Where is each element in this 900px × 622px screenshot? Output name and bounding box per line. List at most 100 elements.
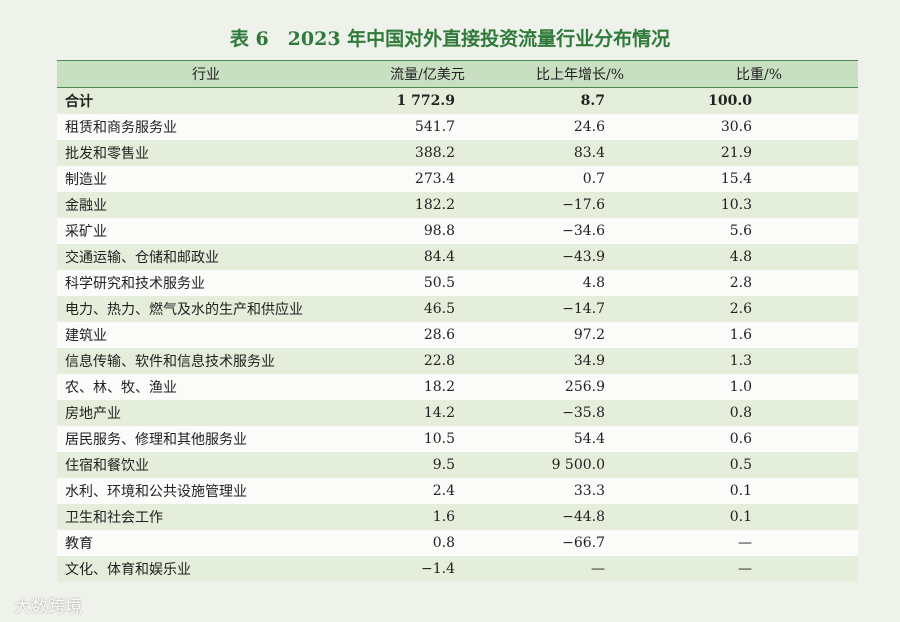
table-cell: — [500, 556, 660, 582]
table-cell: 科学研究和技术服务业 [57, 270, 355, 296]
table-row: 交通运输、仓储和邮政业 84.4 −43.9 4.8 [57, 244, 858, 270]
table-cell: 50.5 [355, 270, 500, 296]
table-cell: −35.8 [500, 400, 660, 426]
table-row: 合计 1 772.9 8.7 100.0 [57, 87, 858, 114]
table-cell: 居民服务、修理和其他服务业 [57, 426, 355, 452]
watermark: 大数跨境 [14, 597, 82, 617]
table-cell: 0.1 [660, 478, 858, 504]
table-cell: 21.9 [660, 140, 858, 166]
table-cell: 5.6 [660, 218, 858, 244]
table-cell: 22.8 [355, 348, 500, 374]
table-cell: 采矿业 [57, 218, 355, 244]
table-cell: 34.9 [500, 348, 660, 374]
table-cell: 教育 [57, 530, 355, 556]
table-cell: 10.5 [355, 426, 500, 452]
table-cell: 农、林、牧、渔业 [57, 374, 355, 400]
table-cell: 信息传输、软件和信息技术服务业 [57, 348, 355, 374]
table-cell: 批发和零售业 [57, 140, 355, 166]
table-row: 建筑业 28.6 97.2 1.6 [57, 322, 858, 348]
table-cell: −17.6 [500, 192, 660, 218]
table-cell: 14.2 [355, 400, 500, 426]
table-cell: 2.4 [355, 478, 500, 504]
table-cell: 建筑业 [57, 322, 355, 348]
table-cell: 房地产业 [57, 400, 355, 426]
table-cell: 交通运输、仓储和邮政业 [57, 244, 355, 270]
table-cell: 0.8 [660, 400, 858, 426]
table-cell: 卫生和社会工作 [57, 504, 355, 530]
table-cell: 30.6 [660, 114, 858, 140]
header-cell: 比上年增长/% [500, 60, 660, 88]
header-cell: 行业 [57, 60, 355, 88]
table-cell: 8.7 [500, 87, 660, 114]
table-cell: 租赁和商务服务业 [57, 114, 355, 140]
table-row: 电力、热力、燃气及水的生产和供应业 46.5 −14.7 2.6 [57, 296, 858, 322]
table-cell: 金融业 [57, 192, 355, 218]
header-cell: 流量/亿美元 [355, 60, 500, 88]
table-row: 居民服务、修理和其他服务业 10.5 54.4 0.6 [57, 426, 858, 452]
table-cell: 15.4 [660, 166, 858, 192]
table-cell: 1.3 [660, 348, 858, 374]
table-row: 住宿和餐饮业 9.5 9 500.0 0.5 [57, 452, 858, 478]
table-cell: 0.5 [660, 452, 858, 478]
table-row: 农、林、牧、渔业 18.2 256.9 1.0 [57, 374, 858, 400]
table-cell: 84.4 [355, 244, 500, 270]
table-cell: −66.7 [500, 530, 660, 556]
table-cell: −1.4 [355, 556, 500, 582]
table-row: 租赁和商务服务业 541.7 24.6 30.6 [57, 114, 858, 140]
table-cell: — [660, 530, 858, 556]
table-row: 房地产业 14.2 −35.8 0.8 [57, 400, 858, 426]
table-cell: 0.7 [500, 166, 660, 192]
table-cell: — [660, 556, 858, 582]
data-table: 行业 流量/亿美元 比上年增长/% 比重/% 合计 1 772.9 8.7 100.0 租赁和… [57, 60, 858, 582]
table-cell: 住宿和餐饮业 [57, 452, 355, 478]
header-row: 行业 流量/亿美元 比上年增长/% 比重/% [57, 60, 858, 88]
table-row: 金融业 182.2 −17.6 10.3 [57, 192, 858, 218]
table-cell: 97.2 [500, 322, 660, 348]
table-cell: 1.6 [660, 322, 858, 348]
table-row: 卫生和社会工作 1.6 −44.8 0.1 [57, 504, 858, 530]
table-row: 教育 0.8 −66.7— [57, 530, 858, 556]
table-cell: 9.5 [355, 452, 500, 478]
table-cell: 28.6 [355, 322, 500, 348]
table-cell: 0.1 [660, 504, 858, 530]
table-cell: 合计 [57, 87, 355, 114]
table-cell: 33.3 [500, 478, 660, 504]
table-row: 信息传输、软件和信息技术服务业 22.8 34.9 1.3 [57, 348, 858, 374]
table-title: 表 6 2023 年中国对外直接投资流量行业分布情况 [229, 28, 671, 50]
table-row: 制造业 273.4 0.7 15.4 [57, 166, 858, 192]
table-cell: 182.2 [355, 192, 500, 218]
table-cell: 273.4 [355, 166, 500, 192]
table-cell: −14.7 [500, 296, 660, 322]
table-cell: 54.4 [500, 426, 660, 452]
table-row: 水利、环境和公共设施管理业 2.4 33.3 0.1 [57, 478, 858, 504]
table-cell: 98.8 [355, 218, 500, 244]
table-cell: −43.9 [500, 244, 660, 270]
table-body: 合计 1 772.9 8.7 100.0 租赁和商务服务业 541.7 24.6 30.6 批发… [57, 87, 858, 582]
table-cell: 10.3 [660, 192, 858, 218]
table-cell: 388.2 [355, 140, 500, 166]
table-cell: 制造业 [57, 166, 355, 192]
table-cell: 水利、环境和公共设施管理业 [57, 478, 355, 504]
table-cell: 4.8 [500, 270, 660, 296]
table-row: 采矿业 98.8 −34.6 5.6 [57, 218, 858, 244]
table-cell: 9 500.0 [500, 452, 660, 478]
header-cell: 比重/% [660, 60, 858, 88]
table-cell: 2.8 [660, 270, 858, 296]
table-cell: 2.6 [660, 296, 858, 322]
table-cell: 18.2 [355, 374, 500, 400]
table-cell: 24.6 [500, 114, 660, 140]
table-cell: −44.8 [500, 504, 660, 530]
table-cell: 256.9 [500, 374, 660, 400]
table-cell: 100.0 [660, 87, 858, 114]
table-cell: 1.6 [355, 504, 500, 530]
table-cell: −34.6 [500, 218, 660, 244]
table-cell: 541.7 [355, 114, 500, 140]
table-cell: 46.5 [355, 296, 500, 322]
table-cell: 0.8 [355, 530, 500, 556]
table-cell: 0.6 [660, 426, 858, 452]
table-row: 批发和零售业 388.2 83.4 21.9 [57, 140, 858, 166]
table-row: 文化、体育和娱乐业 −1.4— — [57, 556, 858, 582]
table-cell: 1.0 [660, 374, 858, 400]
table-cell: 电力、热力、燃气及水的生产和供应业 [57, 296, 355, 322]
